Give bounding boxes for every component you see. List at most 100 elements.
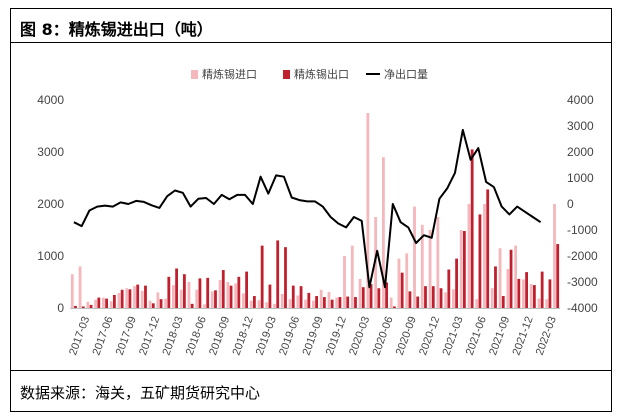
import-bar [529, 284, 533, 308]
export-bar [159, 299, 163, 308]
right-axis-tick: 4000 [567, 93, 594, 107]
export-bar [112, 295, 116, 308]
export-bar [416, 296, 420, 308]
export-bar [424, 286, 427, 308]
import-bar [537, 298, 541, 308]
export-bar [229, 285, 233, 308]
left-axis-tick: 1000 [37, 249, 64, 263]
export-bar [385, 282, 388, 308]
import-bar [210, 291, 214, 308]
import-bar [125, 288, 129, 308]
chart-legend: 精炼锡进口 精炼锡出口 净出口量 [191, 67, 428, 81]
export-bar [532, 285, 536, 308]
export-bar [548, 279, 552, 308]
import-bar [553, 204, 556, 308]
import-bar [459, 230, 463, 308]
export-bar [214, 290, 217, 308]
import-bar [86, 301, 90, 308]
import-bar [319, 289, 323, 308]
import-bar [288, 299, 292, 308]
import-bar [366, 113, 370, 308]
export-bar [136, 284, 140, 308]
export-bar [517, 278, 521, 308]
import-bar [109, 301, 113, 308]
export-bar [260, 245, 264, 308]
import-bar [312, 300, 315, 308]
import-bar [436, 217, 440, 308]
right-axis-tick: 3000 [567, 119, 594, 133]
right-axis-tick: -1000 [567, 223, 598, 237]
import-bar [218, 279, 222, 308]
left-axis-tick: 4000 [37, 93, 64, 107]
import-bar [475, 299, 479, 308]
export-bar [151, 303, 155, 308]
export-bar [299, 286, 303, 308]
import-bar [249, 300, 253, 308]
x-axis-tick: 2019-09 [301, 315, 326, 357]
import-bar [133, 286, 136, 308]
export-bar [540, 271, 544, 308]
chart-frame: 图 8：精炼锡进出口（吨） 精炼锡进口 精炼锡出口 净出口量 0 1000 2000… [10, 8, 612, 412]
export-bar [408, 291, 412, 308]
export-bar [462, 231, 466, 308]
export-bar [284, 247, 287, 308]
left-axis: 0 1000 2000 3000 4000 [37, 93, 64, 315]
import-bar [94, 299, 98, 308]
import-bar [234, 283, 238, 308]
import-bar [156, 292, 160, 308]
import-bar [164, 298, 168, 308]
right-axis-tick: 0 [567, 197, 574, 211]
x-axis-tick: 2021-03 [441, 315, 466, 357]
import-bar [420, 224, 424, 308]
legend-label-export: 精炼锡出口 [294, 67, 349, 81]
import-bar [335, 297, 339, 308]
x-axis-tick: 2017-03 [67, 315, 92, 357]
legend-swatch-export [283, 70, 290, 79]
export-bar [330, 299, 334, 308]
import-bar [428, 230, 432, 308]
x-axis-tick: 2019-03 [254, 315, 279, 357]
import-bar [102, 297, 105, 308]
right-axis-tick: 1000 [567, 171, 594, 185]
x-axis-tick: 2018-06 [184, 315, 209, 357]
net-export-chart: 精炼锡进口 精炼锡出口 净出口量 0 1000 2000 3000 4000 -4000… [37, 67, 598, 357]
import-bar [343, 256, 346, 308]
bar-series [70, 113, 560, 308]
export-bar [307, 292, 311, 308]
right-axis: -4000 -3000 -2000 -1000 0 1000 2000 3000 4000 [567, 93, 598, 315]
x-axis: 2017-032017-062017-092017-122018-032018-… [67, 308, 560, 357]
right-axis-tick: -3000 [567, 275, 598, 289]
import-bar [514, 245, 518, 308]
x-axis-tick: 2017-09 [114, 315, 139, 357]
import-bar [490, 288, 494, 308]
import-bar [545, 299, 549, 308]
export-bar [369, 284, 373, 308]
export-bar [182, 274, 186, 308]
export-bar [268, 284, 272, 308]
figure-title: 图 8：精炼锡进出口（吨） [20, 20, 213, 39]
export-bar [81, 306, 85, 308]
import-bar [265, 302, 269, 308]
x-axis-tick: 2020-09 [394, 315, 419, 357]
import-bar [483, 204, 486, 308]
import-bar [273, 303, 276, 308]
export-bar [525, 272, 528, 308]
import-bar [257, 300, 261, 308]
x-axis-tick: 2020-03 [347, 315, 372, 357]
export-bar [167, 276, 171, 308]
line-series [73, 128, 542, 289]
export-bar [245, 271, 248, 308]
right-axis-tick: -4000 [567, 301, 598, 315]
left-axis-tick: 3000 [37, 145, 64, 159]
export-bar [486, 189, 490, 308]
x-axis-tick: 2020-06 [371, 315, 396, 357]
export-bar [361, 287, 365, 308]
export-bar [322, 297, 326, 308]
import-bar [172, 285, 175, 308]
left-axis-tick: 0 [57, 301, 64, 315]
export-bar [431, 286, 435, 308]
export-bar [128, 289, 132, 308]
import-bar [405, 253, 409, 308]
import-bar [187, 282, 191, 308]
export-bar [252, 296, 256, 308]
